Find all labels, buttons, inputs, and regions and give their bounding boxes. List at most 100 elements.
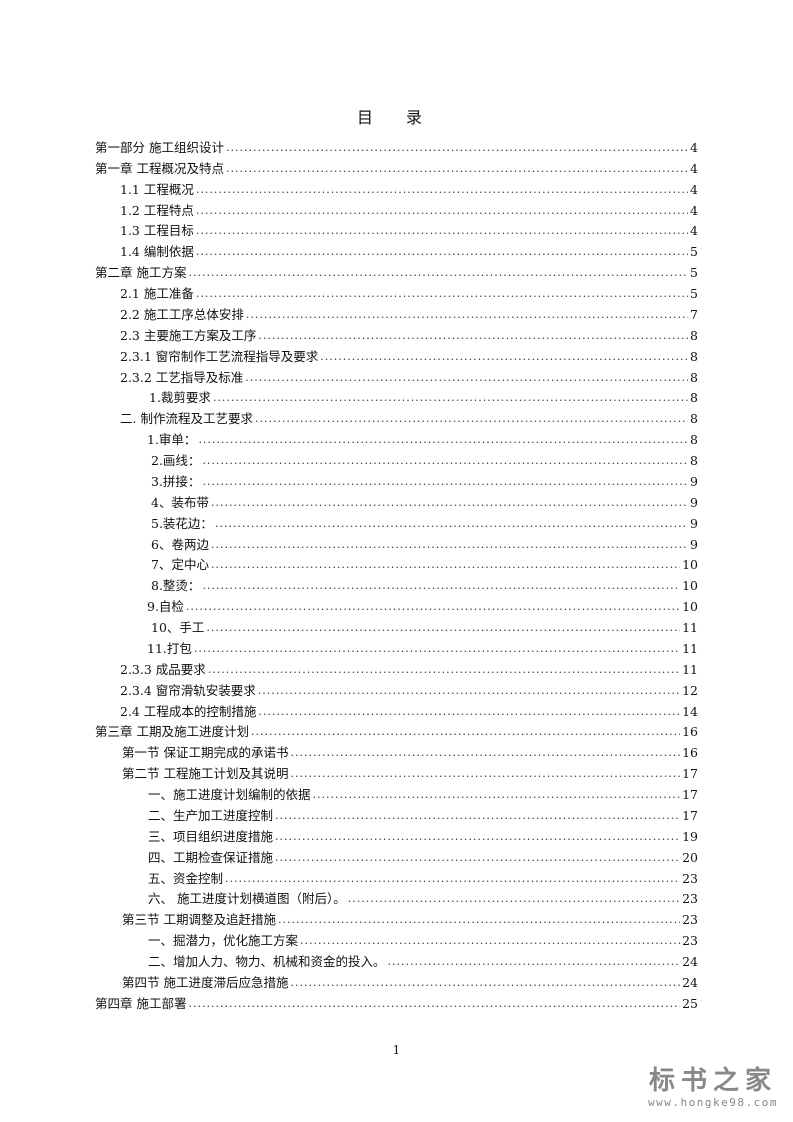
toc-entry[interactable]: 2.3.1 窗帘制作工艺流程指导及要求 8 — [95, 346, 698, 367]
toc-entry[interactable]: 三、项目组织进度措施 19 — [95, 826, 698, 847]
toc-entry-page: 10 — [682, 557, 698, 573]
toc-entry[interactable]: 第二章 施工方案 5 — [95, 262, 698, 283]
toc-entry-label: 11.打包 — [147, 640, 192, 656]
toc-entry-label: 三、项目组织进度措施 — [148, 828, 274, 844]
toc-entry-label: 第二节 工程施工计划及其说明 — [122, 766, 289, 782]
toc-entry[interactable]: 2.3 主要施工方案及工序 8 — [95, 325, 698, 346]
toc-entry-label: 2.3 主要施工方案及工序 — [120, 327, 257, 343]
dot-leader — [213, 387, 688, 408]
toc-entry[interactable]: 二、增加人力、物力、机械和资金的投入。 24 — [95, 951, 698, 972]
toc-entry-page: 8 — [690, 411, 698, 427]
toc-entry[interactable]: 一、掘潜力，优化施工方案 23 — [95, 930, 698, 951]
toc-entry[interactable]: 2.3.4 窗帘滑轨安装要求 12 — [95, 680, 698, 701]
toc-entry-label: 1.1 工程概况 — [120, 181, 194, 197]
toc-entry-label: 2.3.3 成品要求 — [120, 661, 206, 677]
toc-entry-page: 7 — [690, 306, 698, 322]
toc-entry-label: 1.裁剪要求 — [149, 390, 211, 406]
toc-entry-label: 第一节 保证工期完成的承诺书 — [122, 745, 289, 761]
toc-entry-page: 10 — [682, 578, 698, 594]
toc-entry-label: 1.3 工程目标 — [120, 223, 194, 239]
toc-entry-label: 第三节 工期调整及追赶措施 — [122, 912, 276, 928]
toc-entry[interactable]: 1.1 工程概况 4 — [95, 179, 698, 200]
toc-entry-page: 17 — [682, 787, 698, 802]
dot-leader — [196, 283, 688, 304]
toc-entry-page: 4 — [690, 139, 698, 155]
toc-entry[interactable]: 2.4 工程成本的控制措施 14 — [95, 701, 698, 722]
toc-entry[interactable]: 一、施工进度计划编制的依据 17 — [95, 784, 698, 805]
toc-entry-page: 19 — [682, 828, 698, 844]
toc-entry-label: 2.3.1 窗帘制作工艺流程指导及要求 — [120, 348, 319, 364]
toc-title: 目 录 — [356, 108, 437, 127]
toc-entry[interactable]: 第三章 工期及施工进度计划 16 — [95, 722, 698, 743]
toc-entry-label: 1.审单： — [147, 432, 197, 448]
toc-entry[interactable]: 5.装花边： 9 — [95, 513, 698, 534]
toc-entry-label: 五、资金控制 — [148, 870, 224, 886]
toc-entry-page: 10 — [682, 599, 698, 615]
dot-leader — [215, 513, 688, 534]
toc-entry-label: 2.1 施工准备 — [120, 286, 194, 301]
toc-entry[interactable]: 1.审单： 8 — [95, 429, 698, 450]
toc-entry-label: 六、 施工进度计划横道图（附后）。 — [148, 891, 346, 907]
toc-entry[interactable]: 4、装布带 9 — [95, 492, 698, 513]
toc-entry-page: 9 — [690, 473, 698, 489]
toc-entry[interactable]: 第二节 工程施工计划及其说明 17 — [95, 763, 698, 784]
toc-entry[interactable]: 第四章 施工部署 25 — [95, 993, 698, 1014]
toc-entry[interactable]: 1.4 编制依据 5 — [95, 241, 698, 262]
toc-entry-page: 23 — [682, 933, 698, 949]
toc-entry-page: 9 — [690, 515, 698, 531]
toc-entry[interactable]: 10、手工 11 — [95, 617, 698, 638]
toc-entry[interactable]: 五、资金控制 23 — [95, 868, 698, 889]
toc-entry[interactable]: 1.裁剪要求 8 — [95, 388, 698, 409]
toc-entry[interactable]: 7、定中心 10 — [95, 555, 698, 576]
toc-entry-label: 1.2 工程特点 — [120, 202, 194, 218]
toc-entry-page: 4 — [690, 160, 698, 176]
toc-entry[interactable]: 第一章 工程概况及特点 4 — [95, 158, 698, 179]
toc-entry[interactable]: 2.画线： 8 — [95, 450, 698, 471]
toc-entry-label: 6、卷两边 — [151, 536, 209, 552]
toc-entry-page: 24 — [682, 954, 698, 969]
toc-entry[interactable]: 第四节 施工进度滞后应急措施 24 — [95, 972, 698, 993]
toc-entry[interactable]: 1.3 工程目标 4 — [95, 221, 698, 242]
toc-entry[interactable]: 2.3.2 工艺指导及标准 8 — [95, 367, 698, 388]
toc-entry-label: 2.2 施工工序总体安排 — [120, 306, 244, 322]
toc-entry[interactable]: 3.拼接： 9 — [95, 471, 698, 492]
toc-entry-label: 2.4 工程成本的控制措施 — [120, 703, 257, 719]
toc-entry[interactable]: 二. 制作流程及工艺要求 8 — [95, 408, 698, 429]
dot-leader — [300, 930, 680, 951]
dot-leader — [251, 721, 680, 742]
toc-entry-page: 25 — [682, 995, 698, 1011]
dot-leader — [258, 701, 680, 722]
toc-entry[interactable]: 六、 施工进度计划横道图（附后）。 23 — [95, 889, 698, 910]
toc-entry[interactable]: 2.3.3 成品要求 11 — [95, 659, 698, 680]
toc-entry-page: 11 — [682, 661, 698, 677]
toc-entry-label: 8.整烫： — [151, 578, 201, 594]
toc-entry[interactable]: 第一节 保证工期完成的承诺书 16 — [95, 742, 698, 763]
toc-entry[interactable]: 四、工期检查保证措施 20 — [95, 847, 698, 868]
dot-leader — [188, 993, 680, 1014]
dot-leader — [290, 742, 680, 763]
toc-entry[interactable]: 2.1 施工准备 5 — [95, 283, 698, 304]
toc-entry-label: 3.拼接： — [151, 473, 201, 489]
dot-leader — [202, 575, 680, 596]
toc-entry[interactable]: 9.自检 10 — [95, 596, 698, 617]
toc-entry[interactable]: 2.2 施工工序总体安排 7 — [95, 304, 698, 325]
toc-entry[interactable]: 8.整烫： 10 — [95, 575, 698, 596]
toc-entry-page: 20 — [682, 849, 698, 865]
toc-entry-page: 11 — [682, 620, 698, 635]
watermark-title: 标书之家 — [648, 1066, 777, 1096]
toc-entry-page: 8 — [690, 390, 698, 406]
toc-entry-page: 9 — [690, 536, 698, 552]
toc-entry[interactable]: 11.打包 11 — [95, 638, 698, 659]
toc-entry-label: 2.画线： — [151, 453, 201, 468]
toc-entry-label: 4、装布带 — [151, 494, 209, 510]
toc-entry[interactable]: 6、卷两边 9 — [95, 534, 698, 555]
toc-entry[interactable]: 第三节 工期调整及追赶措施 23 — [95, 909, 698, 930]
toc-entry[interactable]: 1.2 工程特点 4 — [95, 200, 698, 221]
dot-leader — [206, 617, 680, 638]
dot-leader — [211, 554, 680, 575]
dot-leader — [196, 200, 688, 221]
dot-leader — [258, 680, 680, 701]
toc-entry[interactable]: 二、生产加工进度控制 17 — [95, 805, 698, 826]
toc-entry[interactable]: 第一部分 施工组织设计 4 — [95, 137, 698, 158]
toc-entry-page: 8 — [690, 369, 698, 385]
